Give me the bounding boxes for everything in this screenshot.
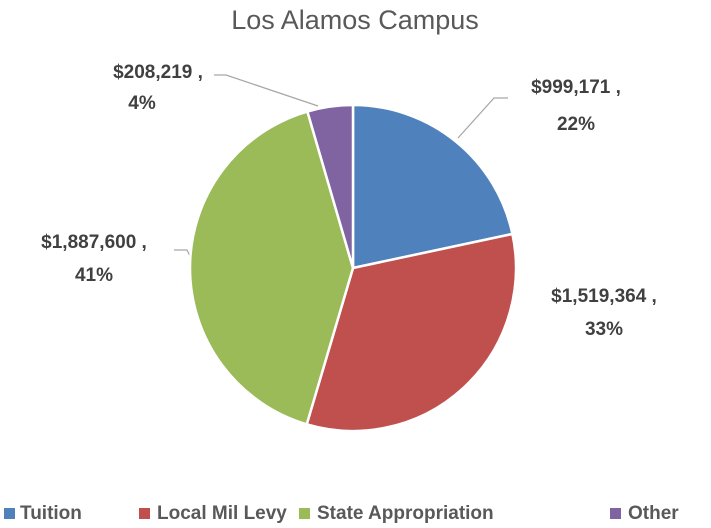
legend-swatch — [4, 508, 15, 519]
legend-label: State Appropriation — [317, 503, 494, 524]
data-label: $208,219 , — [113, 62, 203, 83]
legend-swatch — [139, 508, 150, 519]
chart-title: Los Alamos Campus — [231, 5, 479, 35]
percent-label: 41% — [75, 265, 113, 286]
legend-swatch — [299, 508, 310, 519]
data-label: $1,519,364 , — [551, 286, 657, 307]
pie-slice — [188, 109, 355, 426]
legend-label: Other — [628, 503, 679, 524]
legend-swatch — [610, 508, 621, 519]
pie-slice — [305, 103, 355, 269]
percent-label: 33% — [585, 319, 623, 340]
percent-label: 22% — [557, 114, 595, 135]
pie-slice — [351, 103, 514, 270]
leader-line — [214, 74, 319, 107]
legend-label: Tuition — [20, 503, 82, 524]
data-label: $1,887,600 , — [41, 232, 147, 253]
pie-slice — [305, 232, 518, 433]
data-label: $999,171 , — [531, 77, 621, 98]
percent-label: 4% — [128, 93, 156, 114]
leader-line — [457, 97, 508, 139]
legend-label: Local Mil Levy — [157, 503, 287, 524]
